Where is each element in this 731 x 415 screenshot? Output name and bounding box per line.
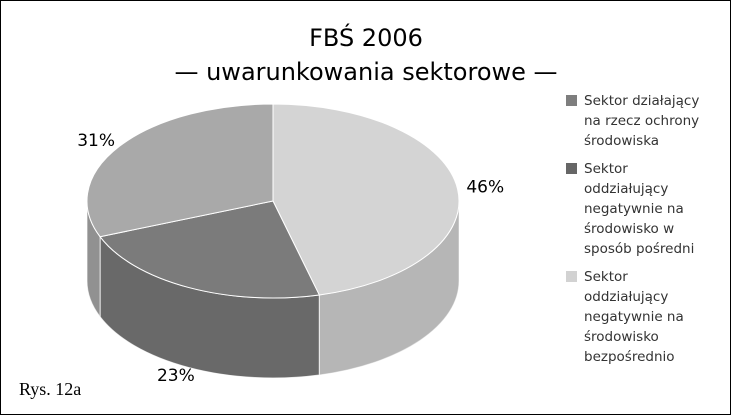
legend-item: Sektor działający na rzecz ochrony środo…: [566, 91, 716, 151]
legend-swatch: [566, 271, 577, 282]
legend-swatch: [566, 95, 577, 106]
slice: [272, 103, 460, 296]
legend-swatch: [566, 163, 577, 174]
legend-label: Sektor oddziałujący negatywnie na środow…: [584, 161, 695, 257]
legend-item: Sektor oddziałujący negatywnie na środow…: [566, 159, 716, 259]
value-label: 23%: [157, 366, 195, 386]
legend-item: Sektor oddziałujący negatywnie na środow…: [566, 267, 716, 367]
chart-title: FBŚ 2006: [309, 22, 423, 52]
chart-subtitle: — uwarunkowania sektorowe —: [174, 58, 557, 86]
legend-label: Sektor działający na rzecz ochrony środo…: [584, 93, 700, 149]
value-label: 46%: [466, 178, 504, 198]
caption: Rys. 12a: [19, 379, 81, 399]
legend-label: Sektor oddziałujący negatywnie na środow…: [584, 269, 684, 365]
value-label: 31%: [77, 131, 115, 151]
slice-side-shade: [319, 201, 459, 375]
slice-side-shade: [100, 236, 320, 379]
slice: [86, 103, 274, 238]
slice: [99, 200, 321, 299]
slice-side-shade: [87, 201, 101, 317]
